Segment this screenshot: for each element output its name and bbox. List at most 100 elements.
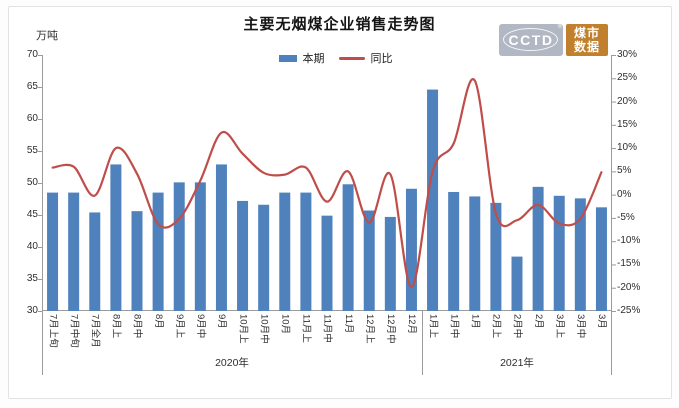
logo-subtext-line1: 煤市 [573, 25, 600, 40]
category-cell: 8月 [148, 314, 169, 356]
category-cell: 8月中 [126, 314, 147, 356]
bar [89, 212, 101, 311]
category-cell: 10月 [274, 314, 295, 356]
left-axis-tick-label: 40 [26, 241, 38, 252]
category-label: 3月中 [575, 314, 587, 339]
category-cell: 8月上 [105, 314, 126, 356]
category-cell: 7月全月 [84, 314, 105, 356]
category-label: 8月 [152, 314, 164, 329]
yoy-line [51, 78, 603, 288]
bar [152, 192, 164, 311]
right-axis-tick-label: -15% [617, 258, 641, 270]
bar [427, 89, 439, 311]
bar [342, 184, 354, 311]
bar [384, 216, 396, 311]
left-axis-tick-label: 55 [26, 145, 38, 156]
category-label: 1月上 [427, 314, 439, 339]
bar [237, 200, 249, 311]
left-axis-tick-label: 45 [26, 209, 38, 220]
category-label: 1月 [469, 314, 481, 329]
bar [363, 210, 375, 311]
right-axis-tick-label: 30% [617, 49, 638, 60]
right-axis-tick-label: 10% [617, 142, 638, 154]
category-label: 9月中 [195, 314, 207, 339]
category-cell: 12月上 [359, 314, 380, 356]
category-cell: 3月上 [549, 314, 570, 356]
right-axis-tick-label: 25% [617, 72, 638, 84]
bar [68, 192, 80, 311]
legend: 本期 同比 [0, 50, 679, 66]
category-label: 2月 [532, 314, 544, 329]
category-label: 10月中 [258, 314, 270, 344]
bar [469, 196, 481, 311]
category-cell: 2月 [528, 314, 549, 356]
cctd-logo-orange-box: 煤市 数据 [566, 24, 608, 56]
category-label: 2月中 [511, 314, 523, 339]
category-label: 12月 [406, 314, 418, 335]
cctd-logo-gray-box: CCTD ® [499, 24, 563, 56]
category-cell: 9月中 [190, 314, 211, 356]
category-label: 7月全月 [89, 314, 101, 348]
bar [173, 182, 185, 311]
right-axis-tick-label: 15% [617, 118, 638, 130]
legend-bar-swatch-icon [278, 54, 297, 62]
category-label: 9月 [216, 314, 228, 329]
category-label: 1月中 [448, 314, 460, 339]
bar [194, 182, 206, 311]
category-cell: 1月中 [443, 314, 464, 356]
bar [215, 164, 227, 311]
category-cell: 10月上 [232, 314, 253, 356]
bar [511, 256, 523, 311]
category-cell: 12月 [401, 314, 422, 356]
category-cell: 2月中 [506, 314, 527, 356]
category-label: 12月中 [385, 314, 397, 344]
cctd-logo: CCTD ® 煤市 数据 [499, 24, 608, 56]
category-cell: 2月上 [485, 314, 506, 356]
bar [448, 191, 460, 311]
category-label: 3月 [596, 314, 608, 329]
year-label-2020: 2020年 [215, 357, 249, 369]
bar [553, 195, 565, 311]
category-cell: 7月上旬 [42, 314, 63, 356]
right-axis-tick-label: -10% [617, 235, 641, 247]
right-axis-tick-label: -25% [617, 305, 641, 316]
bar [258, 204, 270, 311]
bar [490, 202, 502, 311]
bar [405, 188, 417, 311]
category-axis-labels: 7月上旬 7月中旬 7月全月 8月上 8月中 8月 9月上 9月中 9月 10月上 10月中 10月 1… [42, 314, 612, 356]
year-label-2021: 2021年 [500, 357, 534, 369]
left-axis-tick-label: 65 [26, 81, 38, 92]
legend-line-swatch-icon [338, 56, 365, 60]
logo-subtext-line2: 数据 [573, 40, 600, 54]
category-cell: 11月中 [316, 314, 337, 356]
cctd-ellipse-icon [503, 28, 558, 51]
category-label: 9月上 [173, 314, 185, 339]
legend-label-yoy: 同比 [370, 53, 393, 65]
bar [47, 192, 59, 311]
right-axis-tick-label: -5% [617, 211, 635, 223]
right-axis-tick-label: 5% [617, 165, 632, 177]
category-cell: 7月中旬 [63, 314, 84, 356]
left-axis-tick-label: 35 [26, 273, 38, 284]
left-axis-tick-label: 30 [26, 305, 38, 316]
category-label: 7月上旬 [47, 314, 59, 348]
category-label: 11月 [342, 314, 354, 334]
bar [532, 186, 544, 311]
bar [110, 164, 122, 311]
category-cell: 1月上 [422, 314, 443, 356]
bar [595, 207, 607, 311]
bar [300, 192, 312, 311]
category-label: 10月上 [237, 314, 249, 344]
category-label: 11月上 [300, 314, 312, 343]
right-axis-tick-label: 20% [617, 95, 638, 107]
registered-trademark-icon: ® [557, 24, 562, 30]
bar [321, 215, 333, 311]
bar [279, 192, 291, 311]
chart-title: 主要无烟煤企业销售走势图 [243, 17, 436, 33]
category-label: 10月 [279, 314, 291, 335]
category-cell: 9月上 [169, 314, 190, 356]
category-label: 12月上 [363, 314, 375, 344]
category-label: 8月中 [131, 314, 143, 339]
left-axis-tick-label: 70 [26, 49, 38, 60]
